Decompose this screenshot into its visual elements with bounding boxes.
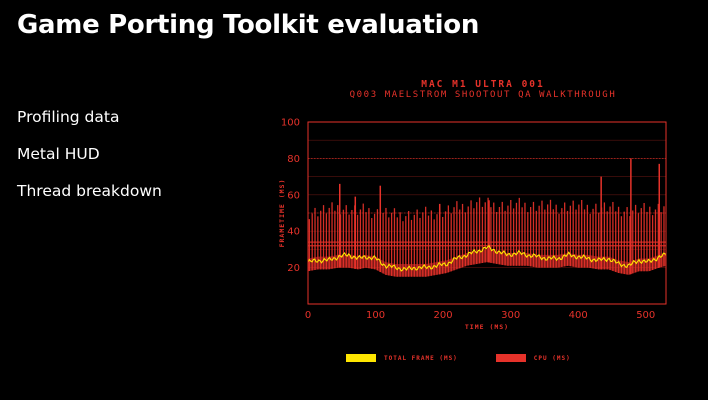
legend-swatch-total-frame	[346, 354, 376, 362]
x-axis-label: TIME (MS)	[465, 323, 509, 331]
y-tick-label-80: 80	[287, 154, 300, 165]
legend-item-cpu: CPU (MS)	[495, 354, 571, 362]
x-tick-label-300: 300	[501, 310, 520, 321]
frametime-chart: 20 40 60 80 100 0 100 200 300 400 500 TIME (MS) FR…	[278, 118, 667, 331]
x-tick-label-200: 200	[434, 310, 453, 321]
x-tick-label-500: 500	[636, 310, 655, 321]
chart-legend: TOTAL FRAME (MS) CPU (MS)	[346, 352, 571, 364]
bullet-metal-hud: Metal HUD	[17, 145, 100, 163]
legend-item-total-frame: TOTAL FRAME (MS)	[346, 354, 458, 362]
y-tick-label-40: 40	[287, 227, 300, 238]
legend-label-cpu: CPU (MS)	[533, 354, 571, 362]
total-frame-line	[307, 244, 667, 272]
cpu-series	[308, 158, 666, 277]
bullet-profiling-data: Profiling data	[17, 108, 120, 126]
y-tick-label-60: 60	[287, 190, 300, 201]
grid-lines	[308, 139, 666, 268]
chart-title: MAC M1 ULTRA 001	[421, 79, 545, 90]
plot-frame	[307, 121, 667, 305]
x-tick-label-400: 400	[569, 310, 588, 321]
x-tick-label-100: 100	[366, 310, 385, 321]
y-tick-label-100: 100	[281, 118, 300, 129]
legend-swatch-cpu	[495, 354, 526, 362]
bullet-list: Profiling data Metal HUD Thread breakdow…	[17, 106, 162, 217]
y-axis-label: FRAMETIME (MS)	[278, 179, 286, 248]
legend-label-total-frame: TOTAL FRAME (MS)	[384, 354, 458, 362]
total-frame-series	[307, 244, 667, 272]
y-tick-label-20: 20	[287, 263, 300, 274]
x-tick-label-0: 0	[305, 310, 311, 321]
slide-title: Game Porting Toolkit evaluation	[17, 10, 480, 40]
reference-lines	[308, 158, 666, 247]
bullet-thread-breakdown: Thread breakdown	[17, 182, 162, 200]
axis-ticks: 20 40 60 80 100 0 100 200 300 400 500	[281, 118, 655, 322]
chart-subtitle: Q003 MAELSTROM SHOOTOUT QA WALKTHROUGH	[349, 90, 617, 100]
